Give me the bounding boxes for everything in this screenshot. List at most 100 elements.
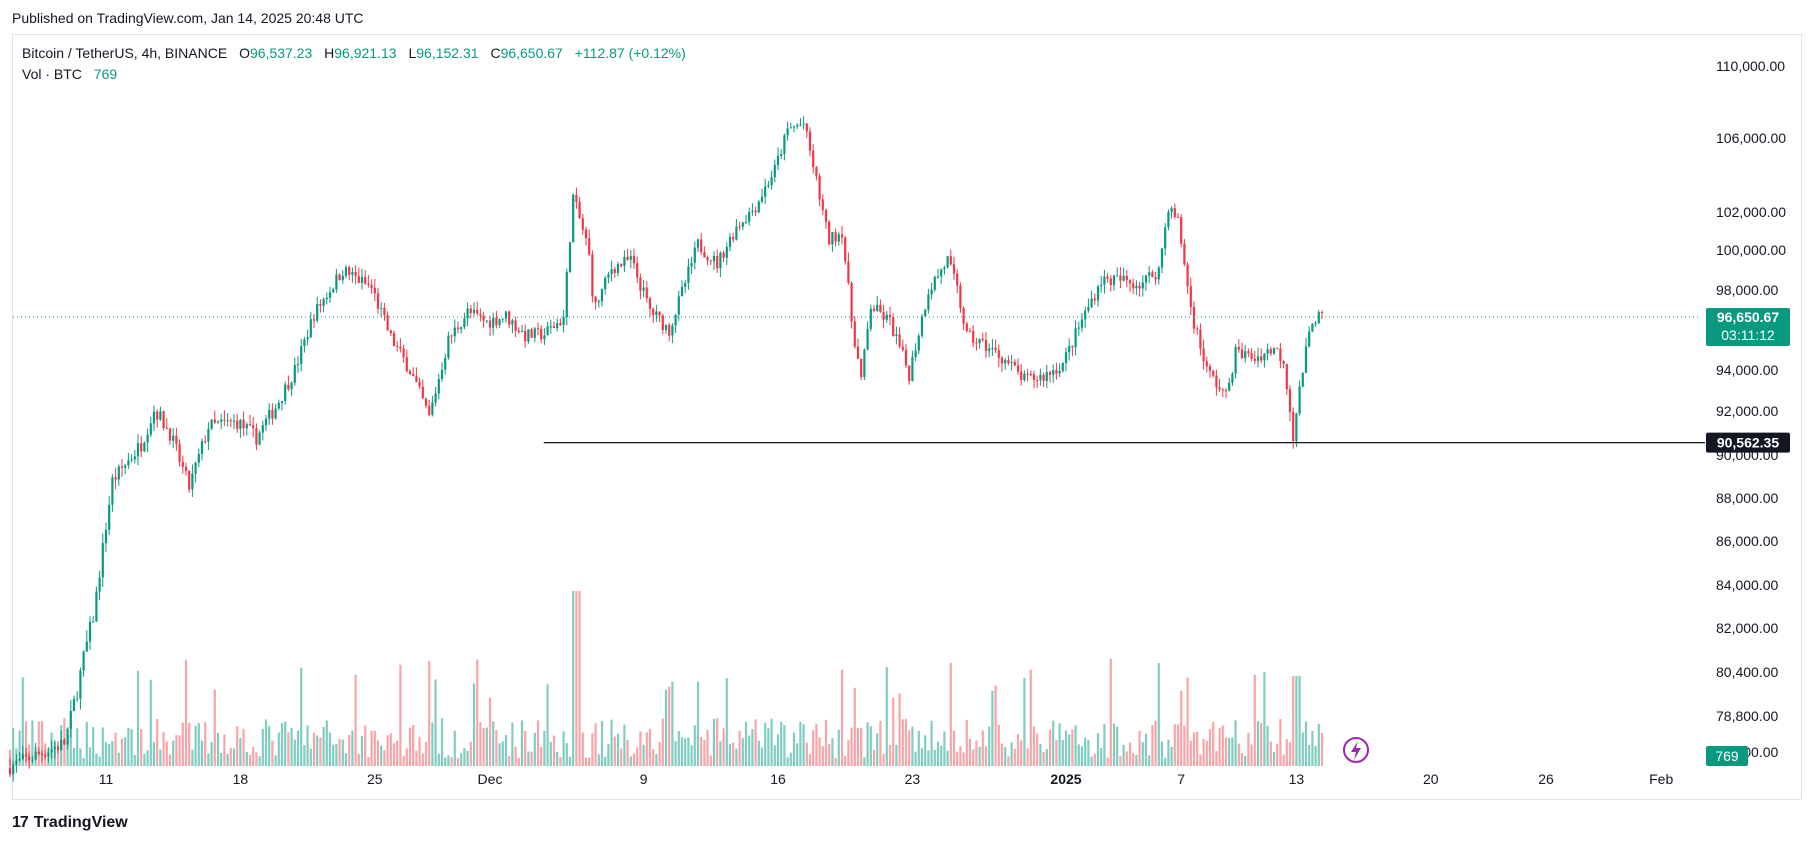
volume-bar [159, 749, 162, 766]
candle-body [344, 267, 348, 276]
candle-body [533, 328, 536, 338]
volume-bar [408, 727, 412, 766]
volume-bar [8, 749, 12, 766]
candle-body [56, 747, 60, 750]
candle-body [428, 405, 431, 415]
candle-body [876, 304, 879, 311]
volume-bar [981, 730, 984, 766]
candle-body [789, 127, 792, 129]
candle-body [879, 304, 882, 313]
volume-bar [24, 721, 28, 766]
volume-bar [930, 720, 933, 766]
candle-body [892, 317, 895, 337]
x-axis-tick-label: 11 [99, 771, 114, 787]
candle-body [575, 194, 578, 202]
volume-bar [274, 755, 277, 766]
volume-bar [1183, 725, 1186, 766]
volume-bar [1112, 723, 1116, 766]
volume-bar [901, 719, 904, 766]
volume-bar [728, 744, 732, 766]
volume-bar [200, 740, 204, 766]
volume-bar [703, 739, 706, 766]
candle-body [95, 591, 98, 622]
volume-label[interactable]: Vol · BTC [22, 66, 82, 82]
candle-body [354, 272, 357, 277]
candle-body [1112, 275, 1116, 286]
volume-bar [463, 748, 466, 766]
volume-bar [562, 731, 565, 766]
candle-body [1164, 227, 1167, 249]
candle-body [146, 434, 149, 443]
volume-bar [162, 732, 165, 766]
volume-bar [725, 678, 728, 766]
symbol-title[interactable]: Bitcoin / TetherUS, 4h, BINANCE [22, 45, 228, 61]
candle-body [242, 419, 245, 429]
volume-bar [818, 737, 821, 766]
candle-body [450, 335, 453, 337]
candle-body [661, 315, 664, 331]
volume-bar [303, 745, 306, 766]
candle-body [927, 294, 930, 310]
candle-body [1266, 349, 1269, 354]
volume-bar [735, 748, 738, 766]
volume-bar [1058, 723, 1061, 766]
volume-bar [383, 750, 386, 766]
volume-bar [738, 730, 741, 766]
candle-body [792, 126, 796, 128]
candle-body [1013, 362, 1016, 366]
candle-body [88, 621, 92, 642]
volume-bar [687, 737, 690, 766]
volume-bar [556, 751, 559, 766]
candle-body [1144, 275, 1148, 283]
volume-bar [149, 679, 152, 766]
candle-body [85, 641, 88, 652]
volume-bar [997, 724, 1000, 766]
volume-bar [1304, 721, 1308, 766]
volume-bar [357, 753, 360, 766]
current-price-label: 96,650.67 [1717, 309, 1779, 325]
tradingview-logo[interactable]: 17 TradingView [12, 814, 128, 832]
volume-bar [959, 746, 962, 766]
volume-bar [597, 754, 600, 766]
x-axis-tick-label: 9 [640, 771, 648, 787]
volume-bar [364, 725, 367, 766]
volume-bar [296, 730, 300, 766]
change-value: +112.87 (+0.12%) [574, 45, 686, 61]
candle-body [642, 287, 645, 291]
candle-body [940, 269, 943, 277]
candle-body [466, 308, 469, 319]
candle-body [1020, 371, 1023, 381]
candle-body [1087, 307, 1090, 311]
x-axis-tick-label: 7 [1177, 771, 1185, 787]
volume-bar [863, 757, 866, 766]
candle-body [1173, 208, 1176, 217]
volume-bar [783, 725, 786, 766]
chart-frame[interactable] [12, 34, 1802, 800]
candle-body [72, 699, 76, 711]
volume-bar [277, 732, 280, 766]
candle-body [988, 348, 991, 351]
volume-bar [629, 756, 632, 766]
candle-body [1208, 366, 1212, 371]
volume-bar [533, 732, 536, 766]
candle-body [546, 326, 549, 336]
x-axis-tick-label: Dec [478, 771, 503, 787]
candle-body [82, 651, 85, 671]
candle-body [1016, 365, 1020, 372]
volume-bar [1103, 724, 1106, 766]
candle-body [21, 754, 24, 759]
candle-body [901, 346, 904, 350]
candle-body [1202, 348, 1205, 362]
candle-body [453, 327, 456, 337]
candle-body [716, 255, 719, 269]
candle-body [258, 432, 261, 445]
candle-body [549, 326, 552, 328]
candle-body [1196, 328, 1199, 330]
volume-bar [600, 720, 604, 766]
volume-bar [236, 726, 239, 766]
y-axis-tick-label: 78,800.00 [1716, 708, 1778, 724]
candle-body [623, 256, 626, 267]
candle-body [504, 311, 508, 319]
volume-bar [501, 741, 504, 766]
